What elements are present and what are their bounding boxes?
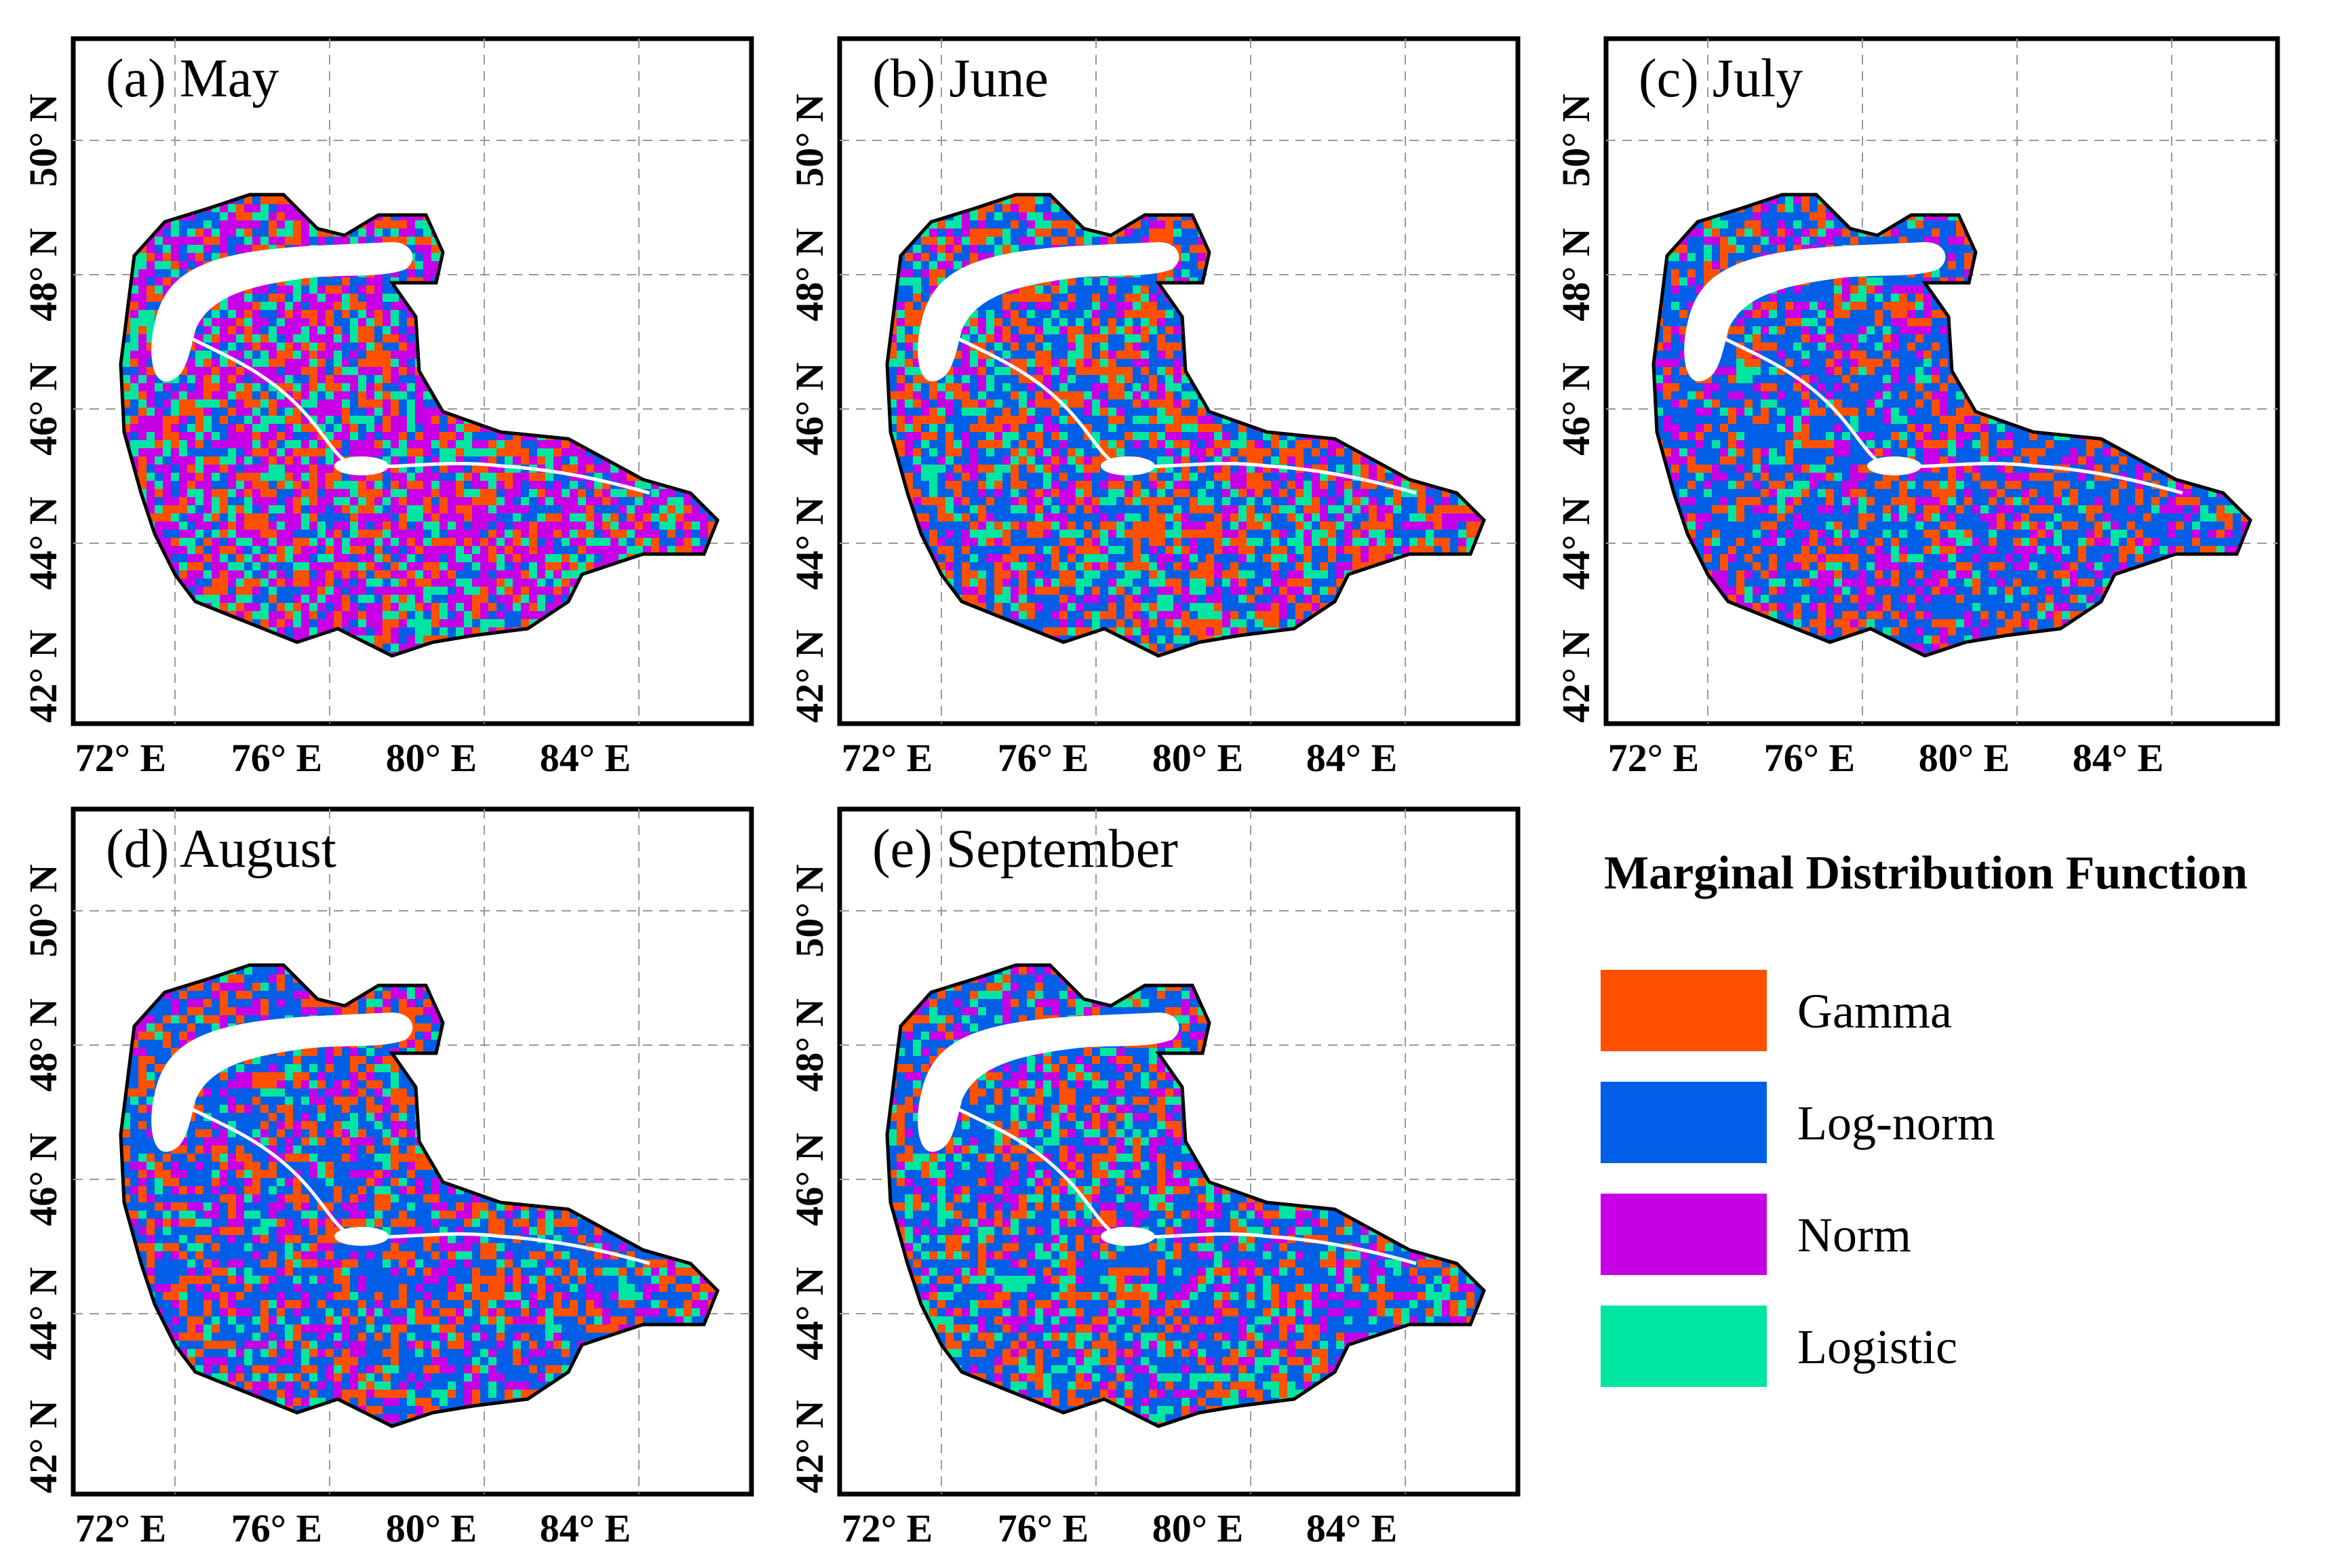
- lat-tick-label: 44° N: [787, 1267, 832, 1360]
- lon-tick-label: 84° E: [540, 736, 631, 780]
- lon-tick-label: 76° E: [231, 1506, 322, 1550]
- reservoir: [1101, 456, 1155, 475]
- legend-swatch: [1601, 1082, 1767, 1163]
- legend-swatch: [1601, 970, 1767, 1051]
- lat-tick-label: 48° N: [1554, 228, 1598, 321]
- lat-tick-label: 50° N: [787, 94, 832, 187]
- legend-label: Norm: [1797, 1208, 1911, 1262]
- legend-item-logistic: Logistic: [1601, 1306, 1957, 1387]
- legend-label: Logistic: [1797, 1320, 1957, 1374]
- lon-tick-label: 80° E: [1152, 1506, 1243, 1550]
- lat-tick-label: 50° N: [1554, 94, 1598, 187]
- lat-tick-label: 46° N: [787, 1133, 832, 1226]
- lon-tick-label: 80° E: [1919, 736, 2010, 780]
- lat-tick-label: 48° N: [787, 228, 832, 321]
- lat-tick-label: 46° N: [21, 1133, 65, 1226]
- lon-tick-label: 84° E: [1306, 736, 1397, 780]
- lon-tick-label: 72° E: [1608, 736, 1699, 780]
- map-panel-b: (b) June 42° N 44° N 46° N 48° N 50° N 72° E 76…: [787, 36, 1521, 780]
- lat-tick-label: 42° N: [21, 1400, 65, 1493]
- lake-balkhash: [151, 242, 413, 382]
- lon-tick-label: 76° E: [998, 736, 1089, 780]
- lat-tick-label: 50° N: [21, 864, 65, 958]
- lat-tick-label: 48° N: [21, 998, 65, 1092]
- lat-tick-label: 44° N: [21, 496, 65, 590]
- map-panel-e: (e) September 42° N 44° N 46° N 48° N 50° N 72…: [787, 806, 1521, 1550]
- lon-tick-label: 80° E: [1152, 736, 1243, 780]
- lat-tick-label: 48° N: [787, 998, 832, 1092]
- lat-tick-label: 44° N: [1554, 496, 1598, 590]
- lat-tick-label: 42° N: [21, 629, 65, 723]
- lat-tick-label: 44° N: [787, 496, 832, 590]
- lat-tick-label: 42° N: [787, 1400, 832, 1493]
- map-panel-d: (d) August 42° N 44° N 46° N 48° N 50° N 72° E…: [21, 806, 754, 1550]
- lat-tick-label: 50° N: [787, 864, 832, 958]
- lat-tick-label: 46° N: [787, 362, 832, 456]
- lon-tick-label: 84° E: [1306, 1506, 1397, 1550]
- legend-item-log-norm: Log-norm: [1601, 1082, 1995, 1163]
- lat-tick-label: 46° N: [1554, 362, 1598, 456]
- legend-label: Gamma: [1797, 984, 1952, 1038]
- lat-tick-label: 42° N: [1554, 629, 1598, 723]
- lon-tick-label: 72° E: [842, 736, 933, 780]
- lake-balkhash: [151, 1013, 413, 1152]
- lat-tick-label: 50° N: [21, 94, 65, 187]
- lon-tick-label: 72° E: [75, 1506, 166, 1550]
- panel-title: (a) May: [106, 49, 279, 109]
- panel-title: (e) September: [872, 819, 1178, 879]
- lon-tick-label: 76° E: [231, 736, 322, 780]
- panel-title: (b) June: [872, 49, 1049, 109]
- map-panel-a: (a) May 42° N 44° N 46° N 48° N 50° N 72° E 76°…: [21, 36, 754, 780]
- legend-title: Marginal Distribution Function: [1604, 847, 2248, 899]
- legend-item-gamma: Gamma: [1601, 970, 1952, 1051]
- legend-item-norm: Norm: [1601, 1194, 1911, 1275]
- lon-tick-label: 84° E: [540, 1506, 631, 1550]
- panel-title: (d) August: [106, 819, 336, 879]
- panel-title: (c) July: [1639, 49, 1803, 109]
- lon-tick-label: 84° E: [2073, 736, 2164, 780]
- reservoir: [334, 1227, 389, 1246]
- lake-balkhash: [918, 242, 1179, 382]
- lake-balkhash: [918, 1013, 1179, 1152]
- lon-tick-label: 72° E: [842, 1506, 933, 1550]
- legend-swatch: [1601, 1194, 1767, 1275]
- lat-tick-label: 46° N: [21, 362, 65, 456]
- legend-swatch: [1601, 1306, 1767, 1387]
- lon-tick-label: 72° E: [75, 736, 166, 780]
- map-panel-c: (c) July 42° N 44° N 46° N 48° N 50° N 72° E 76…: [1554, 36, 2280, 780]
- legend-label: Log-norm: [1797, 1096, 1995, 1150]
- lake-balkhash: [1684, 242, 1946, 382]
- lat-tick-label: 48° N: [21, 228, 65, 321]
- lon-tick-label: 80° E: [386, 1506, 477, 1550]
- lon-tick-label: 76° E: [998, 1506, 1089, 1550]
- reservoir: [1101, 1227, 1155, 1246]
- reservoir: [1867, 456, 1921, 475]
- lon-tick-label: 80° E: [386, 736, 477, 780]
- lat-tick-label: 44° N: [21, 1267, 65, 1360]
- lon-tick-label: 76° E: [1764, 736, 1855, 780]
- legend: Marginal Distribution Function Gamma Log-…: [1601, 847, 2248, 1387]
- lat-tick-label: 42° N: [787, 629, 832, 723]
- reservoir: [334, 456, 389, 475]
